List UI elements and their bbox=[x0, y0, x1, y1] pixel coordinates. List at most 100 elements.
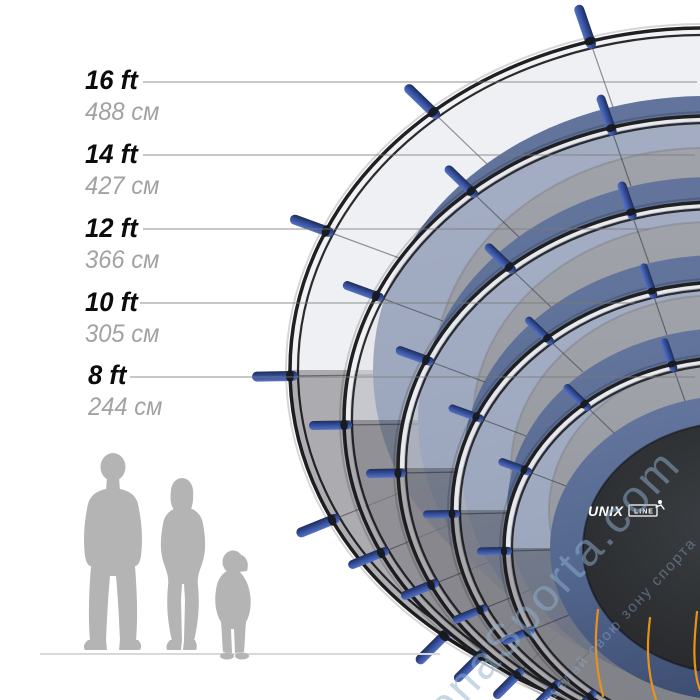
net-pole bbox=[453, 649, 487, 683]
net-seam bbox=[546, 337, 584, 373]
net-rim-gap bbox=[292, 29, 700, 700]
scale-figures bbox=[84, 453, 251, 660]
net-pole bbox=[574, 4, 596, 49]
net-mesh-edge bbox=[285, 23, 700, 700]
net-pole bbox=[404, 84, 441, 120]
jumper-icon bbox=[655, 500, 665, 510]
size-leader-lines bbox=[130, 81, 697, 378]
net-pole bbox=[569, 690, 597, 700]
tie-cord bbox=[693, 610, 700, 692]
pole-clamp bbox=[605, 123, 617, 133]
net-pole bbox=[415, 628, 452, 665]
tie-cord bbox=[646, 616, 658, 700]
man-foot bbox=[84, 640, 107, 650]
jumper-head bbox=[658, 500, 662, 504]
net-seam bbox=[475, 416, 527, 437]
man-head bbox=[100, 453, 126, 481]
pole-clamp bbox=[466, 186, 476, 196]
net-pole bbox=[498, 458, 532, 476]
net-seam bbox=[630, 211, 650, 264]
pole-clamp bbox=[579, 399, 589, 409]
net-pole bbox=[493, 668, 524, 699]
woman-body bbox=[160, 508, 206, 641]
pole-clamp bbox=[340, 419, 348, 431]
silhouette-man bbox=[84, 453, 142, 650]
pole-clamp bbox=[542, 333, 552, 343]
net-pole bbox=[596, 94, 617, 136]
net-poles-8ft bbox=[477, 338, 678, 700]
pole-clamp bbox=[500, 546, 508, 556]
net-pole bbox=[639, 263, 658, 299]
pole-clamp bbox=[376, 547, 386, 559]
pole-clamp bbox=[427, 579, 435, 591]
net-rim-frame-inner bbox=[297, 34, 700, 700]
net-seam bbox=[425, 359, 486, 383]
net-pole bbox=[660, 338, 678, 372]
pole-clamp bbox=[504, 262, 514, 272]
silhouette-child bbox=[215, 550, 251, 660]
net-pole bbox=[532, 680, 561, 700]
pole-clamp bbox=[427, 106, 439, 118]
net-seam bbox=[325, 230, 403, 260]
logo-box bbox=[628, 504, 658, 517]
net-mesh-edge bbox=[447, 278, 700, 700]
net-pole bbox=[395, 346, 434, 366]
pole-clamp bbox=[585, 692, 595, 700]
net-pole bbox=[296, 513, 340, 538]
net-pole bbox=[484, 243, 517, 274]
net-seam bbox=[375, 295, 444, 322]
pole-clamp bbox=[371, 290, 381, 302]
child-foot bbox=[220, 652, 234, 660]
net-pole bbox=[477, 546, 512, 556]
net-pole bbox=[525, 316, 554, 345]
net-pole bbox=[289, 214, 334, 238]
pole-clamp bbox=[448, 509, 456, 519]
logo-sub-text: LINE bbox=[634, 509, 654, 516]
trampoline-8ft: UNIX LINE bbox=[477, 338, 700, 700]
net-tie-cords bbox=[594, 608, 700, 700]
unix-line-logo: UNIX LINE bbox=[588, 500, 665, 519]
net-pole bbox=[423, 509, 460, 519]
pole-clamp bbox=[438, 630, 450, 642]
pole-clamp bbox=[625, 208, 637, 216]
woman-foot bbox=[183, 640, 197, 650]
child-body bbox=[215, 571, 251, 653]
pole-clamp bbox=[512, 670, 522, 680]
net-mesh-edge bbox=[393, 197, 700, 700]
pole-clamp bbox=[647, 287, 657, 295]
net-pole bbox=[342, 281, 384, 302]
child-hood bbox=[239, 555, 248, 572]
net-pole bbox=[401, 579, 439, 600]
man-foot bbox=[119, 640, 142, 650]
pole-clamp bbox=[394, 467, 402, 479]
net-poles-16ft bbox=[252, 4, 596, 665]
net-rim-frame-inner bbox=[404, 208, 700, 700]
net-seam bbox=[508, 266, 552, 308]
net-rim-frame-inner bbox=[510, 365, 700, 700]
net-pole bbox=[366, 467, 406, 479]
net-pole bbox=[444, 165, 479, 198]
net-pole bbox=[501, 626, 535, 645]
net-rim-frame bbox=[288, 26, 700, 700]
pole-clamp bbox=[549, 682, 559, 692]
net-seam bbox=[397, 471, 463, 474]
pole-clamp bbox=[321, 225, 331, 237]
pole-clamp bbox=[584, 36, 596, 46]
silhouette-woman bbox=[160, 478, 206, 650]
net-pole bbox=[348, 547, 389, 569]
net-rim-frame-inner bbox=[458, 289, 700, 700]
net-pole bbox=[252, 370, 298, 382]
pole-clamp bbox=[520, 465, 528, 475]
net-mesh-edge bbox=[339, 111, 700, 700]
man-body bbox=[84, 489, 142, 641]
net-poles-14ft bbox=[309, 94, 617, 683]
near-net-shade bbox=[504, 548, 700, 700]
pole-clamp bbox=[285, 370, 295, 382]
man-neck bbox=[106, 477, 120, 491]
net-poles-10ft bbox=[423, 263, 658, 700]
net-pole bbox=[617, 181, 637, 220]
child-foot bbox=[235, 652, 249, 660]
net-seam bbox=[589, 40, 614, 108]
